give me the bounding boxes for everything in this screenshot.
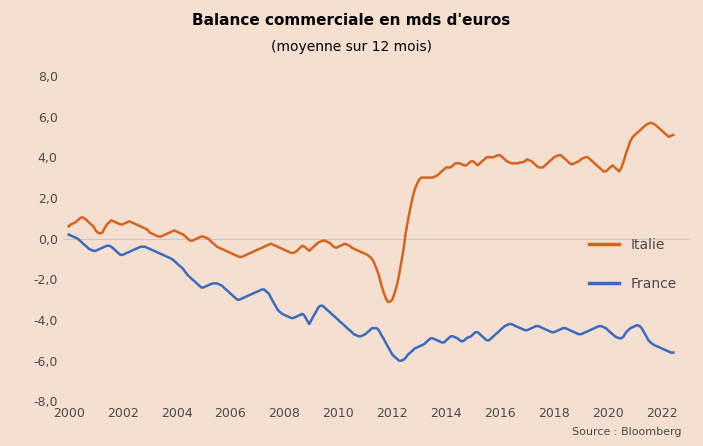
Text: Source : Bloomberg: Source : Bloomberg (572, 427, 682, 437)
Text: (moyenne sur 12 mois): (moyenne sur 12 mois) (271, 40, 432, 54)
Legend: Italie, France: Italie, France (583, 233, 682, 297)
Text: Balance commerciale en mds d'euros: Balance commerciale en mds d'euros (193, 13, 510, 29)
